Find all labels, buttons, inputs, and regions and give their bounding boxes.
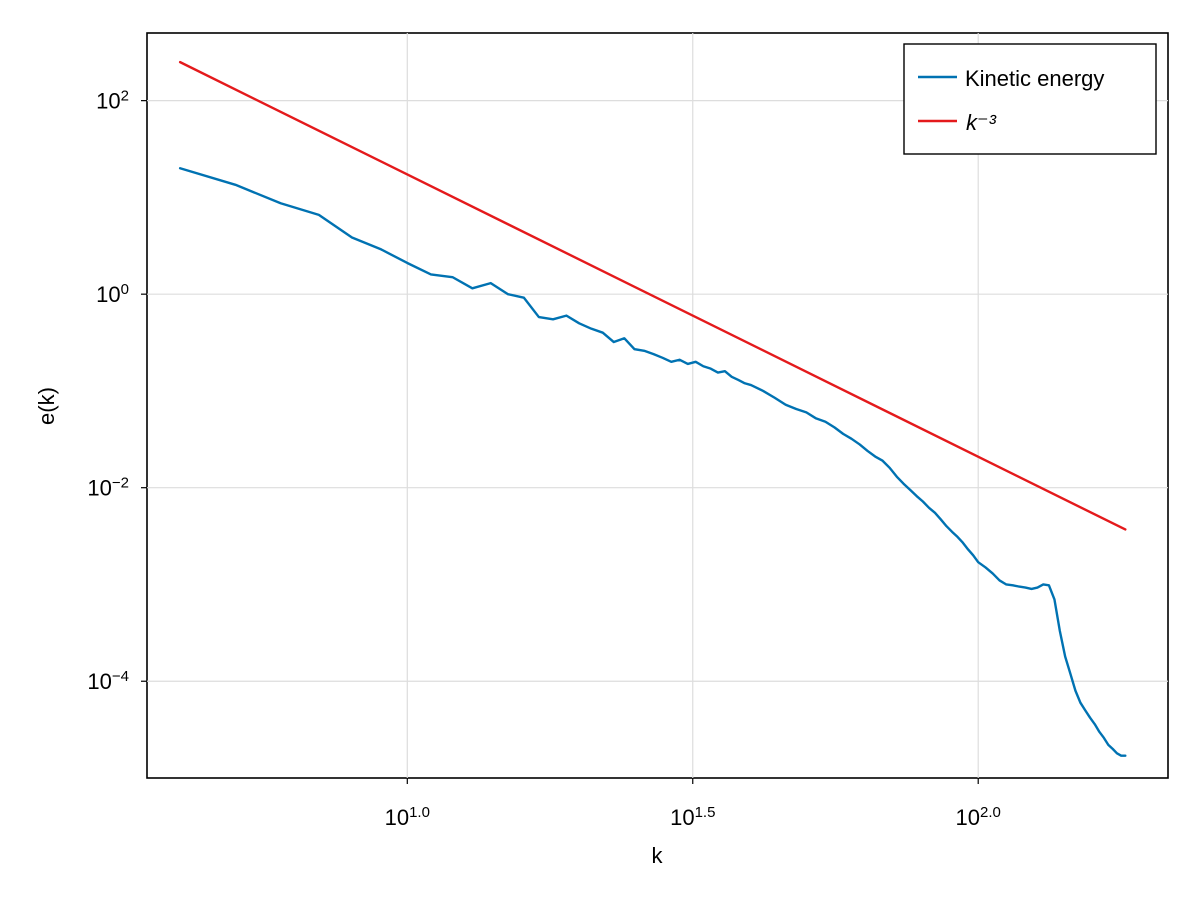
x-tick-label: 101.0 [385,804,430,831]
y-tick-label: 100 [96,281,129,308]
series-layer [178,60,1127,757]
y-ticks: 102 100 10−2 10−4 [87,87,147,694]
y-tick-label: 102 [96,87,129,114]
y-tick-label: 10−2 [87,474,129,501]
x-ticks: 101.0 101.5 102.0 [385,778,1001,830]
x-tick-label: 102.0 [956,804,1001,831]
series-line-kinetic-energy [178,167,1127,757]
y-tick-label: 10−4 [87,668,129,695]
x-axis-label: k [652,843,664,868]
x-tick-label: 101.5 [670,804,715,831]
legend-label-kinetic-energy: Kinetic energy [965,66,1104,91]
legend: Kinetic energy k⁻³ [903,43,1157,155]
y-axis-label: e(k) [34,387,59,425]
plot-frame [146,32,1169,779]
series-line-k-power [178,60,1127,531]
legend-label-k-power: k⁻³ [966,110,997,135]
legend-box [903,43,1157,155]
